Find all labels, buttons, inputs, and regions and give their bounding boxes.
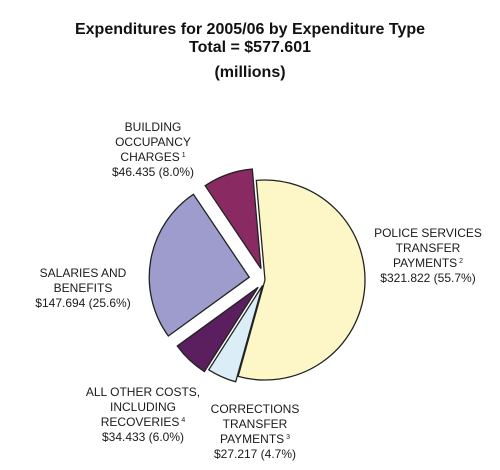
slice-label-line: RECOVERIES 4 [100, 415, 186, 429]
pie-slice-police-services-transfer-payments [237, 179, 366, 381]
slice-label-line: OCCUPANCY [115, 135, 191, 149]
slice-label-line: TRANSFER [222, 417, 288, 431]
slice-label-line: INCLUDING [109, 400, 176, 414]
slice-label-line: TRANSFER [395, 241, 461, 255]
slice-value: $147.694 (25.6%) [35, 296, 131, 310]
slice-label-line: SALARIES AND [39, 266, 127, 280]
slice-label-line: PAYMENTS 2 [392, 256, 464, 270]
slice-label-line: CORRECTIONS [210, 402, 300, 416]
slice-label-police-services: POLICE SERVICES TRANSFER PAYMENTS 2 $321.82… [356, 226, 500, 286]
slice-value: $46.435 (8.0%) [111, 165, 195, 179]
slice-label-line: BUILDING [124, 120, 182, 134]
pie-slice-salaries-and-benefits [148, 193, 251, 337]
footnote-marker: 3 [284, 434, 291, 441]
pie-slice-building-occupancy-charges [204, 168, 262, 270]
chart-total: Total = $577.601 [189, 39, 311, 56]
slice-label-line: CHARGES 1 [120, 150, 186, 164]
slice-label-line: BENEFITS [53, 281, 113, 295]
slice-label-building-occupancy: BUILDING OCCUPANCY CHARGES 1 $46.435 (8.0%) [98, 120, 208, 180]
slice-label-line: PAYMENTS 3 [219, 432, 291, 446]
pie-slice-corrections-transfer-payments [207, 285, 264, 383]
slice-label-all-other-costs: ALL OTHER COSTS, INCLUDING RECOVERIES 4 $34… [68, 385, 218, 445]
footnote-marker: 4 [179, 417, 186, 424]
slice-value: $321.822 (55.7%) [380, 271, 476, 285]
chart-units: (millions) [214, 64, 286, 81]
footnote-marker: 2 [457, 258, 464, 265]
slice-label-salaries-benefits: SALARIES AND BENEFITS $147.694 (25.6%) [18, 266, 148, 311]
slice-label-line: ALL OTHER COSTS, [85, 385, 201, 399]
pie-slice-all-other-costs-including-recoveries [176, 286, 259, 373]
slice-value: $34.433 (6.0%) [101, 430, 185, 444]
footnote-marker: 1 [179, 152, 186, 159]
slice-value: $27.217 (4.7%) [213, 447, 297, 461]
slice-label-corrections: CORRECTIONS TRANSFER PAYMENTS 3 $27.217 (4.… [200, 402, 310, 462]
slice-label-line: POLICE SERVICES [374, 226, 482, 240]
chart-title: Expenditures for 2005/06 by Expenditure … [74, 21, 426, 38]
